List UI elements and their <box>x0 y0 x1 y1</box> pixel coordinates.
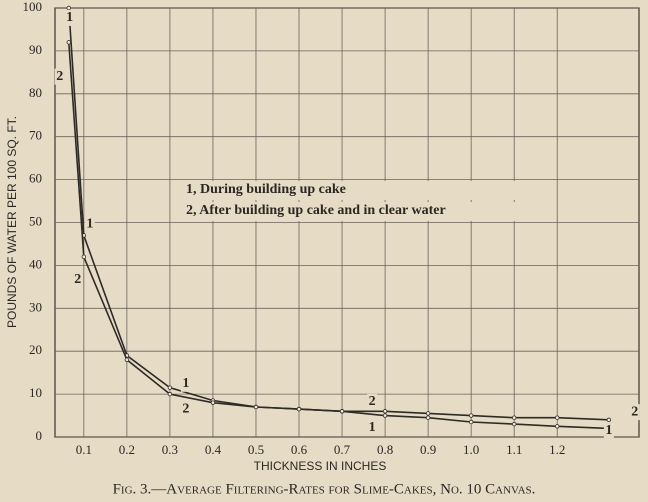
data-point <box>66 5 71 11</box>
data-point <box>425 415 431 420</box>
x-tick-label: 0.7 <box>334 442 351 457</box>
y-tick-label: 20 <box>29 342 42 357</box>
data-point <box>296 406 302 412</box>
annotation-bg <box>603 422 614 439</box>
y-tick-label: 70 <box>29 128 42 143</box>
legend-entry: 1, During building up cake <box>186 182 346 197</box>
data-point <box>382 413 388 418</box>
data-point <box>167 385 173 390</box>
y-tick-label: 80 <box>29 85 42 100</box>
curve-label: 1 <box>182 376 189 391</box>
curve-label: 1 <box>605 423 612 438</box>
annotation-bg <box>64 9 75 26</box>
curve-label: 2 <box>182 401 189 416</box>
annotation-bg <box>629 404 640 421</box>
chart-title: Fig. 3.—Average Filtering-Rates for Slim… <box>113 481 536 497</box>
legend-bg <box>180 202 520 221</box>
data-point <box>210 400 216 405</box>
curve-label: 1 <box>86 216 93 231</box>
x-tick-label: 1.0 <box>463 442 479 457</box>
y-tick-label: 30 <box>29 299 42 314</box>
curve-label: 2 <box>631 404 638 419</box>
curve-label: 2 <box>56 69 63 84</box>
data-point <box>81 254 87 260</box>
x-tick-label: 0.8 <box>377 442 393 457</box>
curve-label: 2 <box>74 272 81 287</box>
annotation-bg <box>54 68 65 85</box>
data-point <box>511 421 517 427</box>
x-tick-label: 0.2 <box>119 442 135 457</box>
data-point <box>555 424 560 429</box>
y-tick-label: 40 <box>29 256 42 271</box>
data-point <box>382 409 388 414</box>
y-tick-label: 0 <box>36 428 43 443</box>
data-point <box>606 417 612 423</box>
curve-label: 1 <box>66 10 73 25</box>
annotation-bg <box>72 271 83 288</box>
curve-label: 2 <box>369 394 376 409</box>
series-line <box>68 42 609 421</box>
annotation-bg <box>367 393 378 410</box>
y-tick-label: 90 <box>29 42 42 57</box>
y-axis-title: POUNDS OF WATER PER 100 SQ. FT. <box>5 116 19 328</box>
data-point <box>511 415 517 420</box>
annotation-bg <box>84 216 95 233</box>
x-tick-label: 0.4 <box>205 442 222 457</box>
x-tick-label: 1.2 <box>549 442 565 457</box>
data-point <box>425 411 431 416</box>
data-point <box>167 391 173 397</box>
annotation-bg <box>367 419 378 436</box>
data-point <box>468 419 474 425</box>
annotation-bg <box>180 401 191 418</box>
x-tick-label: 0.5 <box>248 442 264 457</box>
y-tick-label: 50 <box>29 213 42 228</box>
data-point <box>66 40 71 45</box>
data-point <box>555 415 560 420</box>
curve-label: 1 <box>369 420 376 435</box>
data-point <box>253 404 259 410</box>
x-tick-label: 0.1 <box>76 442 92 457</box>
y-tick-label: 10 <box>29 385 42 400</box>
y-tick-label: 60 <box>29 171 42 186</box>
y-tick-label: 100 <box>23 0 43 14</box>
x-tick-label: 0.9 <box>420 442 436 457</box>
x-tick-label: 1.1 <box>506 442 522 457</box>
annotation-bg <box>180 375 191 392</box>
data-point <box>339 409 345 414</box>
data-point <box>468 413 474 418</box>
legend-entry: 2, After building up cake and in clear w… <box>186 203 446 218</box>
x-tick-label: 0.6 <box>291 442 308 457</box>
x-axis-title: THICKNESS IN INCHES <box>254 459 387 473</box>
data-point <box>124 357 130 362</box>
legend-bg <box>180 181 520 200</box>
x-tick-label: 0.3 <box>162 442 178 457</box>
